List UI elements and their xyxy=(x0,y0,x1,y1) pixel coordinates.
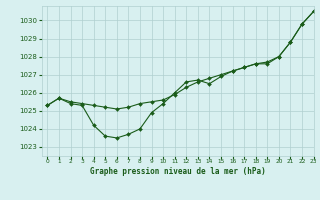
X-axis label: Graphe pression niveau de la mer (hPa): Graphe pression niveau de la mer (hPa) xyxy=(90,167,266,176)
